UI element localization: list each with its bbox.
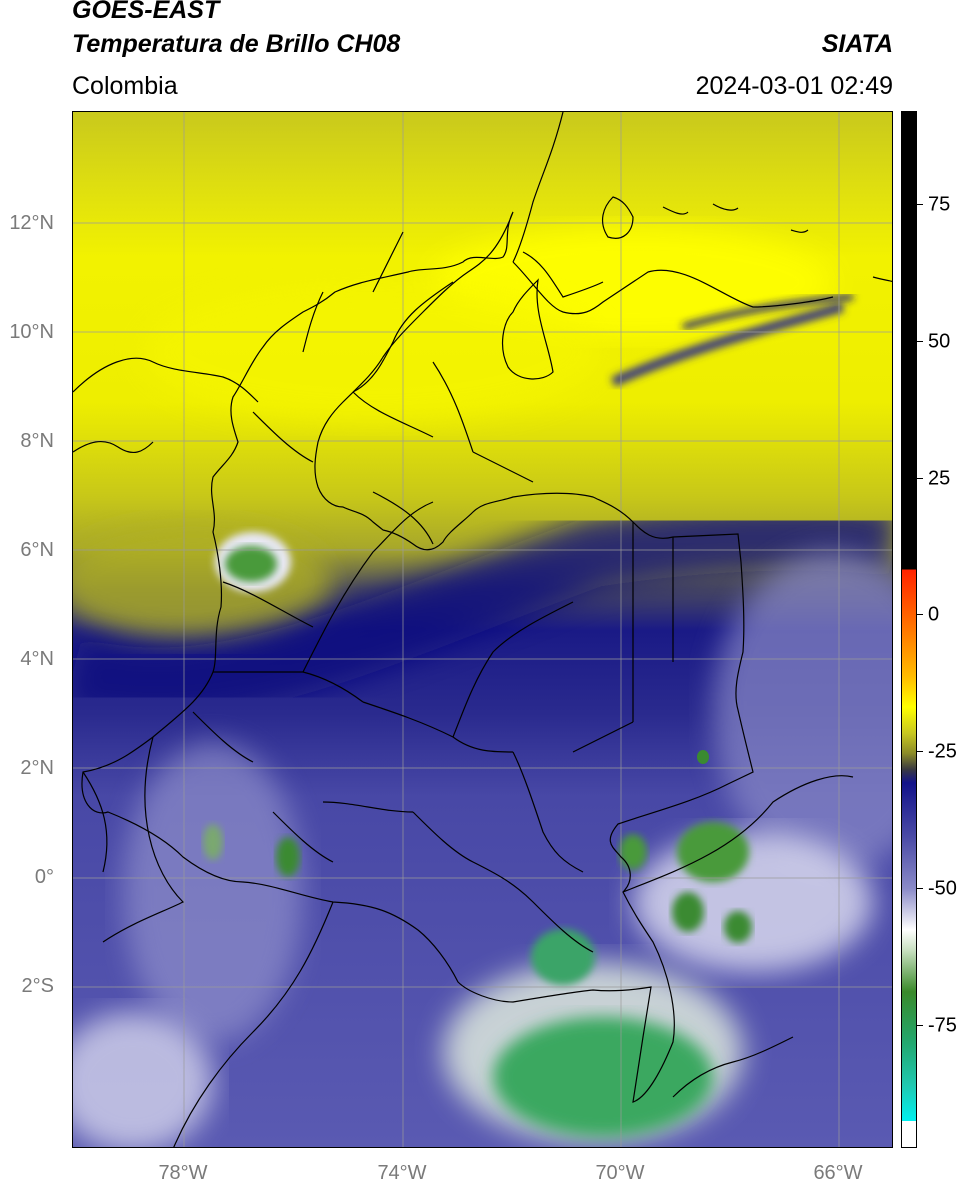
product-title: Temperatura de Brillo CH08 [72, 30, 401, 58]
region-label: Colombia [72, 72, 178, 100]
map-canvas [73, 112, 892, 1147]
colorbar-tick [917, 204, 923, 205]
colorbar-label: 0 [928, 603, 940, 626]
brand-label: SIATA [821, 30, 893, 58]
satellite-title: GOES-EAST [72, 0, 220, 24]
colorbar-label: 25 [928, 467, 951, 490]
latitude-label: 10°N [9, 321, 54, 343]
longitude-label: 78°W [158, 1162, 208, 1184]
datetime-label: 2024-03-01 02:49 [695, 72, 893, 100]
colorbar-tick [917, 614, 923, 615]
colorbar-tick [917, 1025, 923, 1026]
longitude-label: 66°W [813, 1162, 863, 1184]
colorbar-tick [917, 478, 923, 479]
colorbar-tick [917, 751, 923, 752]
country-borders [73, 112, 892, 1147]
colorbar-label: -50 [928, 877, 957, 900]
longitude-label: 74°W [377, 1162, 427, 1184]
colorbar [901, 111, 917, 1148]
latitude-label: 4°N [20, 648, 54, 670]
latitude-label: 2°S [21, 975, 54, 997]
graticule [73, 112, 892, 1147]
colorbar-gradient [902, 112, 916, 1147]
colorbar-label: -75 [928, 1014, 957, 1037]
colorbar-label: -25 [928, 740, 957, 763]
temperature-features [73, 227, 892, 1147]
longitude-label: 70°W [595, 1162, 645, 1184]
latitude-label: 2°N [20, 757, 54, 779]
latitude-label: 0° [34, 866, 54, 888]
colorbar-label: 50 [928, 330, 951, 353]
latitude-label: 12°N [9, 212, 54, 234]
colorbar-tick [917, 341, 923, 342]
latitude-label: 6°N [20, 539, 54, 561]
latitude-label: 8°N [20, 430, 54, 452]
colorbar-label: 75 [928, 193, 951, 216]
satellite-map [72, 111, 893, 1148]
colorbar-tick [917, 888, 923, 889]
